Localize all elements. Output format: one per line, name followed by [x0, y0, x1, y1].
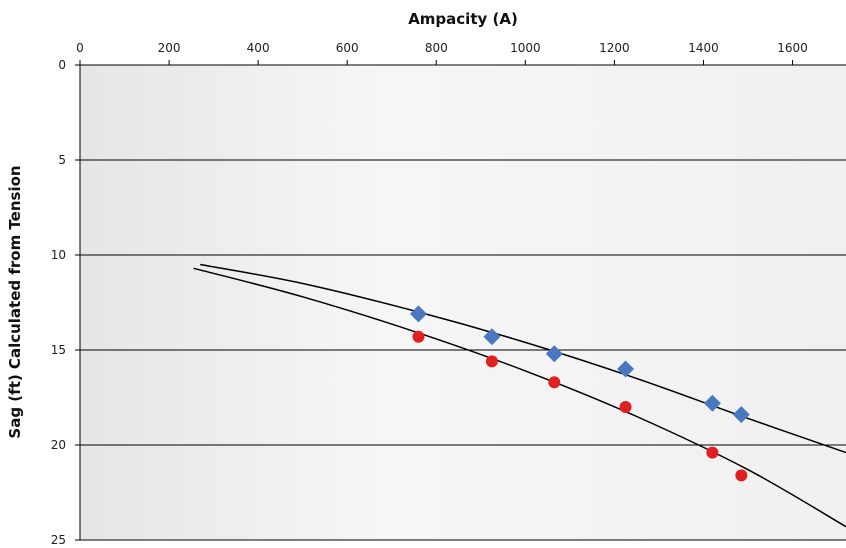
- circle-marker: [485, 355, 498, 368]
- x-tick-label: 1200: [599, 41, 630, 55]
- x-axis-title: Ampacity (A): [408, 10, 518, 28]
- diamond-marker: [617, 360, 635, 378]
- diamond-marker: [703, 394, 721, 412]
- x-tick-label: 600: [336, 41, 359, 55]
- trend-curve-3: [193, 267, 846, 528]
- y-tick-label: 0: [58, 58, 66, 72]
- y-tick-labels: 0 5 10 15 20 25: [51, 58, 80, 547]
- trend-curve-2: [200, 263, 846, 454]
- y-tick-label: 15: [51, 343, 66, 357]
- y-tick-label: 10: [51, 248, 66, 262]
- circle-marker: [548, 376, 561, 389]
- x-tick-label: 1400: [688, 41, 719, 55]
- x-tick-label: 0: [76, 41, 84, 55]
- x-tick-label: 200: [158, 41, 181, 55]
- x-tick-label: 400: [247, 41, 270, 55]
- circle-marker: [735, 469, 748, 482]
- circle-marker: [412, 330, 425, 343]
- y-tick-label: 20: [51, 438, 66, 452]
- y-tick-label: 25: [51, 533, 66, 547]
- circle-marker: [706, 446, 719, 459]
- trend-curves: [193, 263, 846, 528]
- diamond-marker: [545, 345, 563, 363]
- x-tick-label: 800: [425, 41, 448, 55]
- x-tick-label: 1600: [777, 41, 808, 55]
- diamond-marker: [732, 406, 750, 424]
- x-tick-label: 1000: [510, 41, 541, 55]
- grid-lines: [80, 159, 846, 541]
- diamond-marker: [483, 328, 501, 346]
- plot-area-background: [80, 65, 846, 540]
- data-points: [409, 305, 750, 482]
- circle-marker: [619, 401, 632, 413]
- y-axis-title: Sag (ft) Calculated from Tension: [6, 165, 24, 438]
- y-tick-label: 5: [58, 153, 66, 167]
- diamond-marker: [409, 305, 427, 323]
- x-tick-labels: 0 200 400 600 800 1000 1200 1400 1600: [76, 41, 808, 65]
